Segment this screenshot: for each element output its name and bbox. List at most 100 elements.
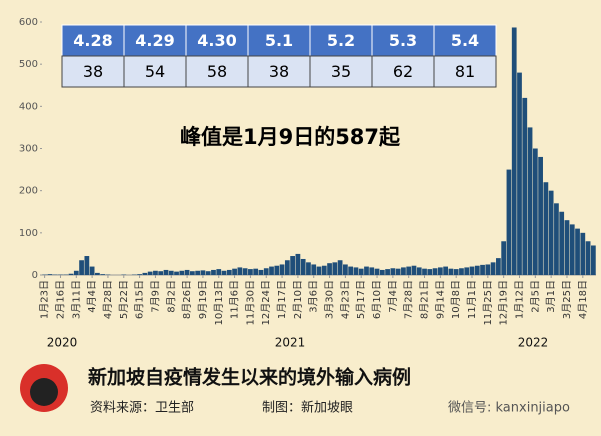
bar bbox=[522, 97, 528, 276]
x-tick-label: 7月4日 bbox=[387, 280, 399, 313]
bar bbox=[84, 256, 90, 275]
x-tick-label: 3月1日 bbox=[545, 280, 557, 313]
bar bbox=[337, 260, 343, 275]
table-header-text: 5.3 bbox=[389, 31, 417, 50]
bar bbox=[216, 269, 222, 275]
bar bbox=[316, 266, 322, 275]
bar bbox=[353, 267, 359, 275]
bar bbox=[226, 269, 232, 275]
bar bbox=[47, 274, 53, 275]
bar bbox=[358, 268, 364, 275]
bar bbox=[432, 268, 438, 275]
bar bbox=[242, 268, 248, 275]
bar bbox=[448, 268, 454, 275]
bar bbox=[137, 274, 142, 275]
table-cell-text: 38 bbox=[269, 62, 289, 81]
table-cell-text: 38 bbox=[83, 62, 103, 81]
bar bbox=[189, 271, 195, 275]
bar bbox=[158, 271, 164, 275]
bar bbox=[490, 262, 496, 275]
table-cell bbox=[309, 55, 373, 88]
bar bbox=[395, 268, 401, 275]
x-tick-label: 8月26日 bbox=[181, 280, 193, 319]
x-tick-label: 4月28日 bbox=[102, 280, 114, 319]
table-cell bbox=[123, 55, 187, 88]
table-header-cell bbox=[185, 24, 249, 57]
x-tick-label: 11月6日 bbox=[229, 280, 241, 319]
bar bbox=[480, 264, 485, 275]
bar bbox=[427, 269, 433, 275]
bar bbox=[422, 268, 427, 275]
bar bbox=[232, 268, 237, 275]
bar bbox=[195, 270, 201, 275]
bar bbox=[284, 260, 290, 275]
year-label: 2020 bbox=[47, 336, 78, 350]
bar bbox=[205, 271, 211, 275]
bar bbox=[248, 269, 253, 275]
bar bbox=[147, 271, 153, 275]
bar bbox=[306, 262, 311, 275]
bar bbox=[253, 268, 259, 275]
table-cell bbox=[433, 55, 497, 88]
table-cell bbox=[371, 55, 435, 88]
x-tick-label: 1月23日 bbox=[39, 280, 51, 319]
bar bbox=[153, 270, 158, 275]
bar bbox=[538, 156, 543, 275]
bar bbox=[274, 265, 280, 275]
bar bbox=[300, 258, 306, 275]
table-cell bbox=[61, 55, 125, 88]
bar bbox=[179, 270, 185, 275]
bar bbox=[321, 265, 327, 275]
bar bbox=[142, 272, 148, 275]
bar bbox=[168, 270, 174, 275]
bar bbox=[258, 269, 264, 275]
table-cell-text: 62 bbox=[393, 62, 413, 81]
bar bbox=[200, 270, 206, 275]
bar bbox=[506, 169, 512, 275]
year-label: 2021 bbox=[275, 336, 306, 350]
bar bbox=[443, 266, 449, 275]
bar bbox=[327, 263, 332, 275]
bar bbox=[411, 265, 417, 275]
bar bbox=[564, 220, 570, 275]
table-header-text: 4.29 bbox=[135, 31, 174, 50]
bar bbox=[554, 203, 559, 275]
bar bbox=[580, 232, 586, 275]
bar bbox=[590, 245, 596, 275]
x-tick-label: 12月24日 bbox=[260, 280, 272, 325]
bar bbox=[496, 258, 501, 275]
x-tick-label: 4月18日 bbox=[577, 280, 589, 319]
bar bbox=[485, 264, 491, 275]
bar bbox=[474, 265, 480, 275]
bar bbox=[364, 266, 369, 275]
x-tick-label: 5月17日 bbox=[355, 280, 367, 319]
bar bbox=[437, 267, 443, 275]
bar bbox=[174, 271, 179, 275]
x-tick-label: 3月25日 bbox=[561, 280, 573, 319]
x-tick-label: 8月21日 bbox=[419, 280, 431, 319]
bar bbox=[279, 264, 285, 275]
table-cell-text: 54 bbox=[145, 62, 165, 81]
wechat: 微信号: kanxinjiapo bbox=[448, 401, 570, 416]
x-tick-label: 6月10日 bbox=[371, 280, 383, 319]
bar bbox=[464, 267, 470, 275]
x-tick-label: 7月9日 bbox=[149, 280, 161, 313]
chart-title: 峰值是1月9日的587起 bbox=[180, 125, 401, 149]
bar bbox=[559, 211, 565, 275]
x-tick-label: 2月10日 bbox=[292, 280, 304, 319]
y-tick-label: 0 bbox=[32, 270, 38, 281]
x-tick-label: 11月1日 bbox=[466, 280, 478, 319]
bar bbox=[543, 182, 549, 275]
year-label: 2022 bbox=[518, 336, 549, 350]
x-tick-label: 9月19日 bbox=[197, 280, 209, 319]
table-cell bbox=[185, 55, 249, 88]
x-tick-label: 7月28日 bbox=[403, 280, 415, 319]
table-header-text: 5.1 bbox=[265, 31, 293, 50]
maker: 制图：新加坡眼 bbox=[262, 400, 353, 416]
bar bbox=[79, 260, 84, 275]
bar bbox=[469, 266, 475, 275]
x-tick-label: 11月30日 bbox=[244, 280, 256, 325]
bar bbox=[211, 269, 216, 275]
bar bbox=[290, 256, 295, 275]
